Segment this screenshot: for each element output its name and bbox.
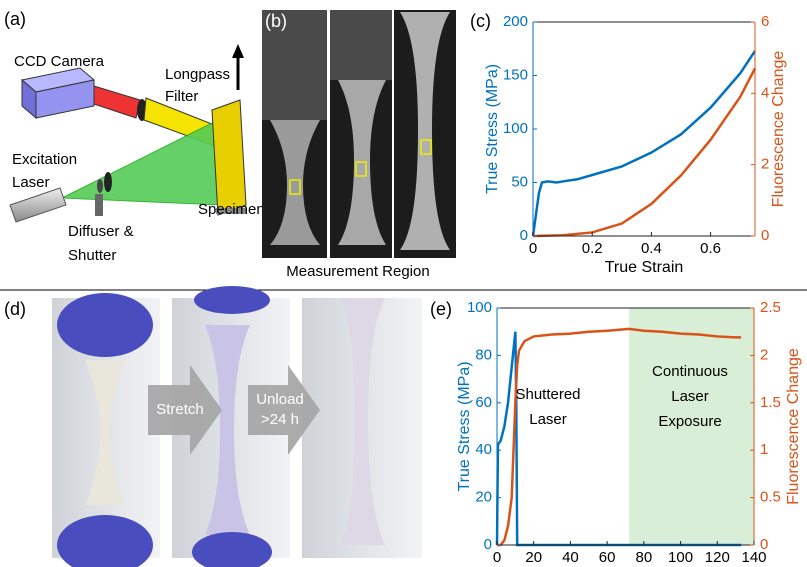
y-axis-label: True Stress (MPa): [456, 361, 473, 491]
annotation: Laser: [529, 411, 567, 428]
x-tick-label: 60: [599, 549, 616, 566]
y-tick-label: 0: [520, 227, 528, 244]
y2-tick-label: 6: [761, 13, 769, 30]
label: Laser: [12, 174, 50, 191]
y2-axis-label: Fluorescence Change: [785, 348, 802, 505]
micrographs: (b) Measurement Region: [262, 10, 456, 280]
y2-tick-label: 0: [760, 536, 768, 553]
x-tick-label: 0.6: [700, 240, 721, 257]
y-tick-label: 50: [511, 173, 528, 190]
y2-tick-label: 2.5: [760, 299, 781, 316]
annotation: Continuous: [652, 363, 728, 380]
figure: CCD Camera Longpass Filter Excitation La…: [0, 0, 807, 567]
label: Filter: [165, 88, 198, 105]
arrow-label: >24 h: [261, 411, 299, 428]
y-tick-label: 80: [475, 346, 492, 363]
label: Excitation: [12, 151, 77, 168]
y-tick-label: 100: [467, 299, 492, 316]
y-tick-label: 0: [484, 536, 492, 553]
y-tick-label: 20: [475, 489, 492, 506]
annotation: Laser: [671, 388, 709, 405]
y-tick-label: 60: [475, 394, 492, 411]
schematic: CCD Camera Longpass Filter Excitation La…: [4, 9, 265, 264]
y-axis-label: True Stress (MPa): [484, 64, 501, 194]
label: Shutter: [68, 247, 116, 264]
x-tick-label: 120: [705, 549, 730, 566]
label: Longpass: [165, 66, 230, 83]
x-tick-label: 100: [668, 549, 693, 566]
y2-tick-label: 0: [761, 227, 769, 244]
y2-tick-label: 1: [760, 441, 768, 458]
x-tick-label: 80: [636, 549, 653, 566]
y-tick-label: 40: [475, 441, 492, 458]
x-tick-label: 0: [493, 549, 501, 566]
y2-axis-label: Fluorescence Change: [770, 51, 787, 208]
label: CCD Camera: [14, 53, 105, 70]
annotation: Exposure: [658, 413, 721, 430]
panel-label: (d): [4, 299, 26, 319]
x-tick-label: 0: [529, 240, 537, 257]
y2-tick-label: 0.5: [760, 489, 781, 506]
panel-label: (a): [4, 9, 26, 29]
panel-label: (b): [265, 11, 287, 31]
y2-tick-label: 4: [761, 84, 769, 101]
arrow-label: Stretch: [156, 401, 204, 418]
y-tick-label: 150: [503, 66, 528, 83]
x-tick-label: 0.4: [641, 240, 662, 257]
label: Diffuser &: [68, 223, 134, 240]
y-tick-label: 100: [503, 120, 528, 137]
y2-tick-label: 1.5: [760, 394, 781, 411]
y2-tick-label: 2: [761, 156, 769, 173]
photos: Stretch Unload >24 h (d): [4, 286, 422, 567]
x-tick-label: 0.2: [582, 240, 603, 257]
arrow-label: Unload: [256, 391, 304, 408]
caption: Measurement Region: [286, 263, 429, 280]
y-tick-label: 200: [503, 13, 528, 30]
label: Specimen: [198, 201, 265, 218]
panel-label: (e): [430, 299, 452, 319]
annotation: Shuttered: [515, 386, 580, 403]
y2-tick-label: 2: [760, 346, 768, 363]
x-tick-label: 40: [562, 549, 579, 566]
x-tick-label: 20: [525, 549, 542, 566]
x-axis-label: True Strain: [605, 259, 684, 276]
panel-label: (c): [470, 11, 491, 31]
